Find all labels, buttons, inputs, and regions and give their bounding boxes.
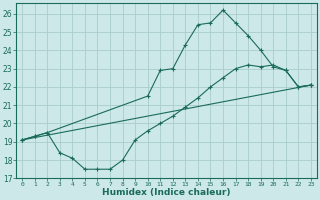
X-axis label: Humidex (Indice chaleur): Humidex (Indice chaleur) bbox=[102, 188, 231, 197]
